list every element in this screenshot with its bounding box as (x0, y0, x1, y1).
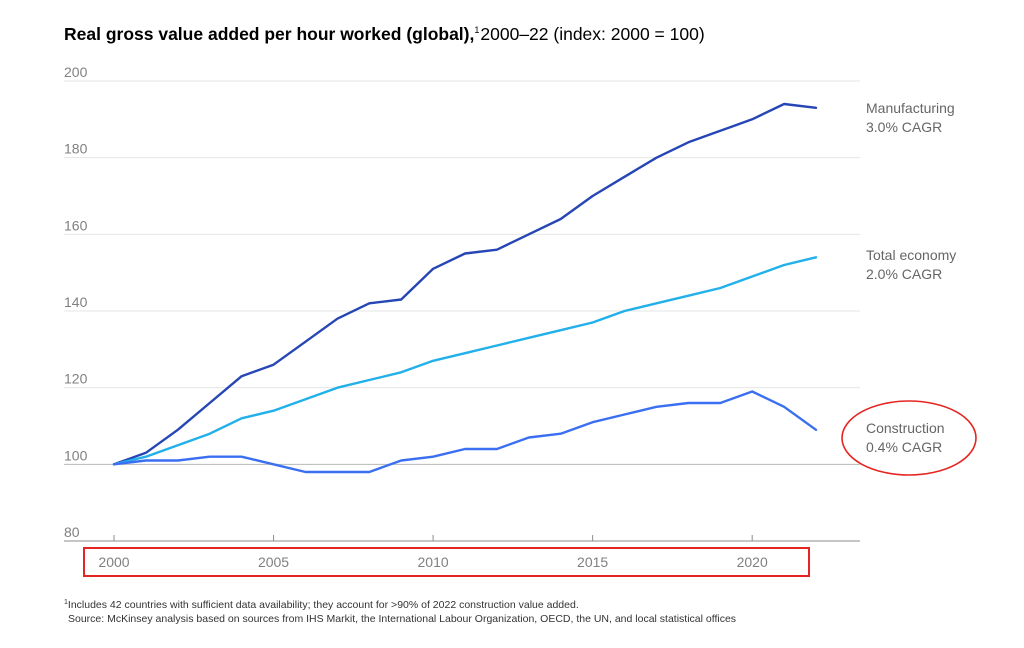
series-line-manufacturing (112, 102, 818, 466)
chart-title-rest: 2000–22 (index: 2000 = 100) (480, 24, 705, 44)
y-axis-labels: 80 100 120 140 160 180 200 (64, 64, 88, 540)
y-tick-label-120: 120 (64, 371, 88, 387)
series-name-manufacturing: Manufacturing (866, 100, 955, 116)
footnote-source: Source: McKinsey analysis based on sourc… (68, 613, 737, 625)
series-name-construction: Construction (866, 420, 945, 436)
series-cagr-manufacturing: 3.0% CAGR (866, 119, 942, 135)
series-name-total-economy: Total economy (866, 247, 956, 263)
y-tick-label-200: 200 (64, 64, 88, 80)
x-axis-highlight-rectangle (83, 547, 810, 577)
footnote-marker: 1 (64, 599, 68, 606)
x-tick-label-2010: 2010 (418, 554, 449, 570)
series-cagr-total-economy: 2.0% CAGR (866, 266, 942, 282)
x-axis: 2000 2005 2010 2015 2020 (64, 535, 860, 570)
series-cagr-construction: 0.4% CAGR (866, 439, 942, 455)
construction-highlight-ellipse (841, 400, 977, 476)
footnote: 1Includes 42 countries with sufficient d… (64, 596, 736, 626)
annotations (83, 400, 977, 577)
series-line-total-economy (112, 256, 818, 466)
y-tick-label-80: 80 (64, 524, 80, 540)
footnote-line-1: 1Includes 42 countries with sufficient d… (64, 596, 736, 612)
chart-title: Real gross value added per hour worked (… (64, 24, 705, 45)
series-lines (112, 102, 818, 474)
y-tick-label-100: 100 (64, 447, 88, 463)
y-tick-label-180: 180 (64, 141, 88, 157)
line-chart: 80 100 120 140 160 180 200 2000 2005 2010 2015 202… (64, 64, 977, 577)
y-tick-label-140: 140 (64, 294, 88, 310)
title-footnote-marker: 1 (474, 25, 480, 35)
gridlines (64, 80, 860, 465)
chart-title-main: Real gross value added per hour worked (… (64, 24, 475, 44)
y-tick-label-160: 160 (64, 217, 88, 233)
x-tick-label-2020: 2020 (737, 554, 768, 570)
x-tick-label-2015: 2015 (577, 554, 608, 570)
footnote-text: Includes 42 countries with sufficient da… (67, 599, 579, 611)
series-line-construction (112, 390, 818, 474)
x-tick-label-2000: 2000 (98, 554, 129, 570)
series-labels: Manufacturing 3.0% CAGR Total economy 2.0% … (866, 100, 956, 455)
x-tick-label-2005: 2005 (258, 554, 289, 570)
